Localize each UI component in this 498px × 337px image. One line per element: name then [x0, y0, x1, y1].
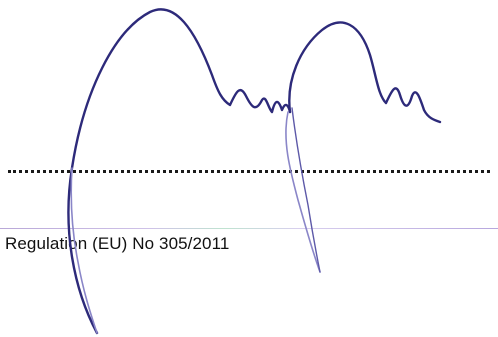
signature-dotted-line: [8, 170, 490, 173]
signature-main-stroke: [67, 8, 292, 335]
footer-rule: [0, 228, 498, 229]
signature-left-descender: [70, 167, 98, 334]
signature-tail-stroke: [285, 111, 321, 273]
regulation-reference: Regulation (EU) No 305/2011: [5, 234, 230, 253]
signature-tail-stroke-2: [291, 107, 321, 273]
signature-second-loop: [288, 21, 442, 124]
